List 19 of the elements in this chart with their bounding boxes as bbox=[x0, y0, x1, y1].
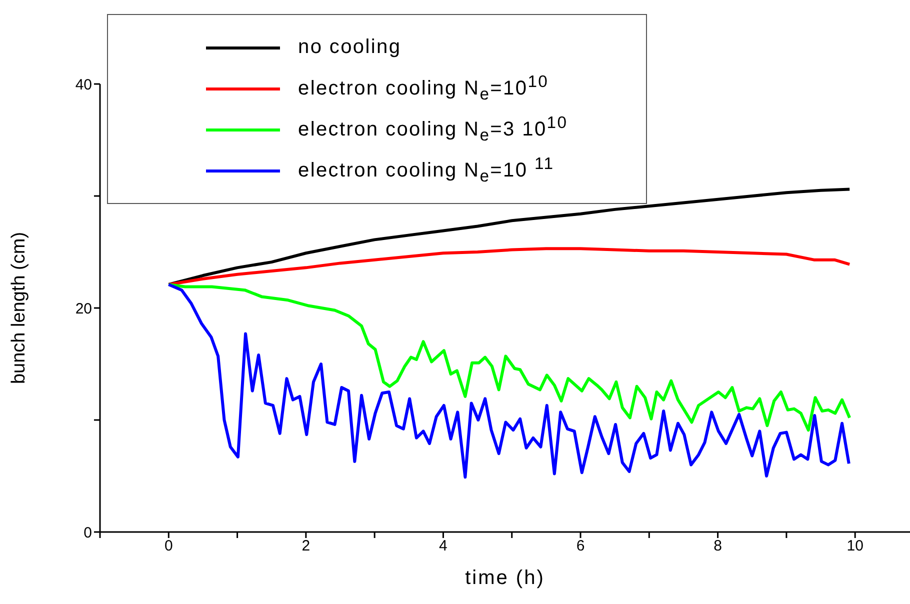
legend-label: no cooling bbox=[298, 36, 402, 59]
line-series bbox=[167, 247, 852, 286]
x-tick-label: 10 bbox=[846, 538, 864, 555]
x-axis-title: time (h) bbox=[465, 567, 545, 589]
x-tick-label: 0 bbox=[164, 538, 173, 555]
y-tick-label: 20 bbox=[75, 300, 92, 318]
y-tick-label: 0 bbox=[84, 524, 92, 542]
y-axis-title: bunch length (cm) bbox=[8, 232, 30, 384]
y-tick-label: 40 bbox=[75, 76, 92, 94]
legend-label: electron cooling N$_{e}$=3 10$^{10}$ bbox=[298, 113, 568, 146]
legend-label: electron cooling N$_{e}$=10 $^{11}$ bbox=[298, 154, 554, 187]
x-tick-label: 2 bbox=[302, 538, 310, 555]
x-tick-label: 6 bbox=[576, 538, 585, 555]
x-tick-label: 4 bbox=[439, 538, 448, 555]
x-tick-label: 8 bbox=[714, 538, 722, 555]
line-series bbox=[167, 188, 852, 286]
line-series bbox=[167, 282, 850, 479]
line-series bbox=[167, 282, 852, 432]
legend-label: electron cooling N$_{e}$=10$^{10}$ bbox=[298, 72, 549, 105]
